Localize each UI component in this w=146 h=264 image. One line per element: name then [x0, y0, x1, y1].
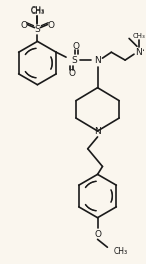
Text: S: S [71, 56, 77, 65]
Text: N: N [94, 56, 101, 65]
Text: CH₃: CH₃ [30, 6, 45, 15]
Text: O: O [94, 230, 101, 239]
Text: CH₃: CH₃ [133, 34, 145, 39]
Text: N: N [94, 126, 101, 135]
Text: O: O [20, 21, 27, 30]
Text: O: O [68, 69, 75, 78]
Text: O: O [72, 42, 79, 51]
Text: CH₃: CH₃ [30, 7, 45, 16]
Text: CH₃: CH₃ [113, 247, 127, 256]
Text: N: N [135, 48, 142, 57]
Text: O: O [48, 21, 55, 30]
Text: S: S [35, 25, 40, 34]
